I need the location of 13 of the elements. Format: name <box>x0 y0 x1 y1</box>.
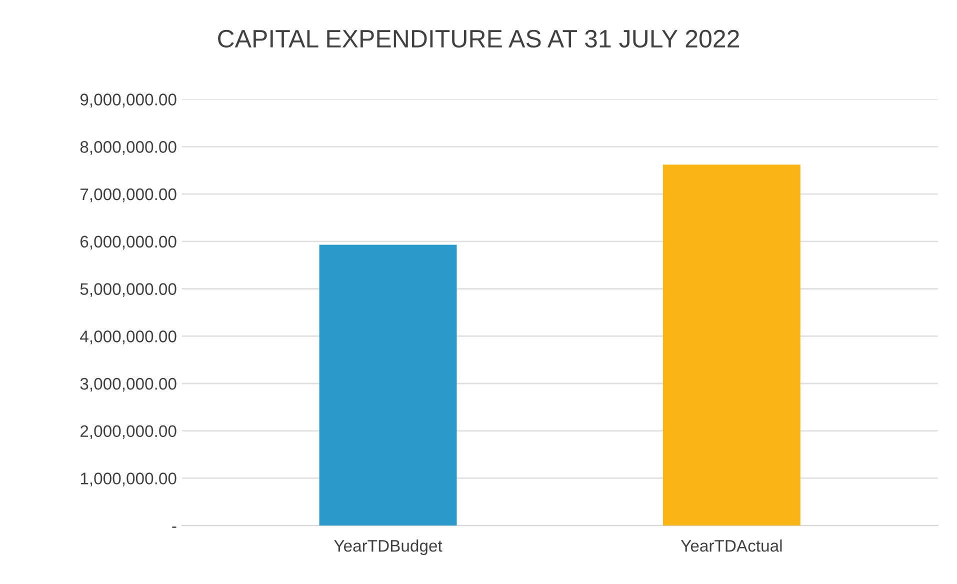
y-tick-label: 1,000,000.00 <box>80 472 176 486</box>
y-tick-label: 3,000,000.00 <box>80 378 176 392</box>
y-tick-label: 2,000,000.00 <box>80 425 176 440</box>
y-tick-label: 5,000,000.00 <box>80 283 176 297</box>
chart-title: CAPITAL EXPENDITURE AS AT 31 JULY 2022 <box>218 30 739 48</box>
x-tick-label: YearTDBudget <box>334 539 442 556</box>
y-tick-label: 6,000,000.00 <box>80 236 176 250</box>
y-tick-label: 9,000,000.00 <box>80 94 176 108</box>
y-tick-label: 7,000,000.00 <box>80 188 176 202</box>
y-tick-label: - <box>172 526 176 528</box>
x-tick-label: YearTDActual <box>680 539 782 552</box>
y-tick-label: 8,000,000.00 <box>80 141 176 155</box>
y-tick-label: 4,000,000.00 <box>80 330 176 344</box>
